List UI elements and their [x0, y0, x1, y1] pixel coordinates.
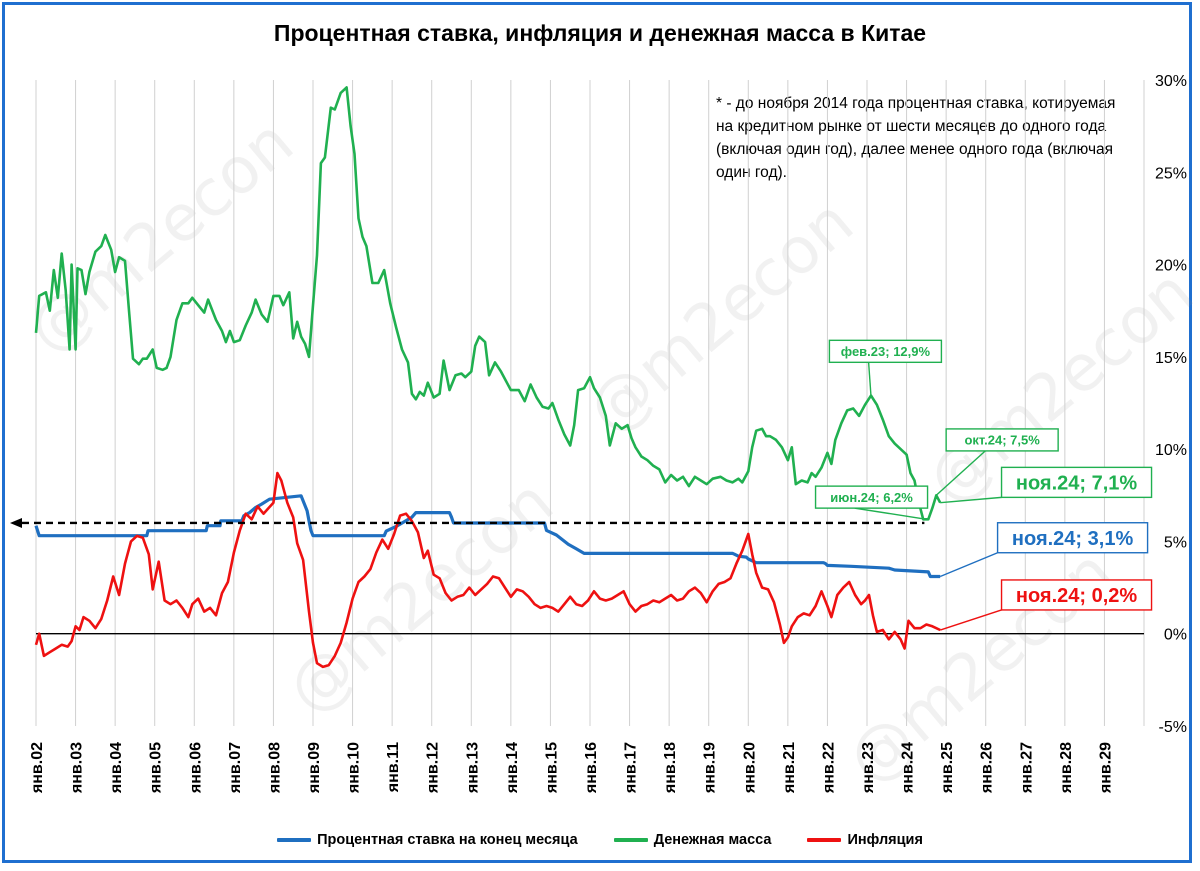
annotation-leader	[940, 496, 1002, 504]
x-tick-label: янв.06	[187, 742, 204, 794]
annotation-box	[814, 485, 929, 509]
series-line-rate	[34, 494, 941, 579]
legend-label-money: Денежная масса	[653, 832, 772, 848]
annotation-label: ноя.24; 7,1%	[1016, 473, 1138, 495]
annotation-box	[945, 428, 1059, 452]
x-tick-label: янв.20	[741, 742, 758, 794]
y-tick-label: 5%	[1164, 534, 1187, 551]
y-tick-label: 20%	[1155, 258, 1187, 275]
annotation-leader	[854, 507, 927, 520]
annotation-label: окт.24; 7,5%	[964, 433, 1040, 448]
x-tick-label: янв.10	[346, 742, 363, 794]
y-tick-label: 0%	[1164, 627, 1187, 644]
reference-line-arrow	[10, 517, 22, 528]
x-tick-label: янв.04	[108, 742, 125, 794]
legend-label-rate: Процентная ставка на конец месяца	[317, 832, 578, 848]
x-tick-label: янв.16	[583, 742, 600, 794]
x-tick-label: янв.09	[306, 742, 323, 794]
annotation-box	[996, 522, 1149, 554]
annotation-box	[1000, 466, 1153, 499]
x-tick-label: янв.25	[939, 742, 956, 794]
x-tick-label: янв.17	[623, 742, 640, 794]
x-tick-label: янв.15	[543, 742, 560, 794]
annotation-leader	[935, 450, 986, 496]
y-tick-label: 30%	[1155, 73, 1187, 90]
legend-label-inflation: Инфляция	[847, 832, 923, 848]
x-tick-label: янв.03	[69, 742, 86, 794]
x-tick-label: янв.07	[227, 742, 244, 794]
annotation-box	[828, 339, 943, 364]
x-tick-label: янв.27	[1018, 742, 1035, 794]
legend-swatch-money	[613, 838, 648, 842]
x-tick-label: янв.08	[266, 742, 283, 794]
annotation-box	[1000, 579, 1153, 611]
x-tick-label: янв.18	[662, 742, 679, 794]
x-tick-label: янв.11	[385, 742, 402, 793]
legend-swatch-rate	[277, 838, 312, 842]
annotation-label: ноя.24; 0,2%	[1016, 585, 1138, 607]
note-line-2: на кредитном рынке от шести месяцев до о…	[716, 118, 1107, 135]
x-tick-label: янв.26	[979, 742, 996, 794]
annotation-leader	[867, 362, 872, 396]
legend-item-rate: Процентная ставка на конец месяца	[277, 832, 578, 848]
note-line-3: (включая один год), далее менее одного г…	[716, 141, 1114, 158]
x-tick-label: янв.12	[425, 742, 442, 794]
annotation-label: июн.24; 6,2%	[830, 490, 913, 505]
x-tick-label: янв.23	[860, 742, 877, 794]
legend: Процентная ставка на конец месяца Денежн…	[0, 832, 1200, 848]
x-tick-label: янв.21	[781, 742, 798, 794]
y-tick-label: -5%	[1159, 719, 1187, 736]
y-tick-label: 15%	[1155, 350, 1187, 367]
x-tick-label: янв.29	[1097, 742, 1114, 794]
annotation-leader	[939, 609, 1002, 631]
x-tick-label: янв.24	[900, 742, 917, 794]
chart-title: Процентная ставка, инфляция и денежная м…	[273, 20, 927, 46]
series-line-money	[34, 86, 942, 521]
note-line-4: один год).	[716, 164, 787, 181]
annotation-label: фев.23; 12,9%	[841, 344, 931, 359]
x-tick-label: янв.19	[702, 742, 719, 794]
x-tick-label: янв.02	[29, 742, 46, 794]
note-line-1: * - до ноября 2014 года процентная ставк…	[716, 95, 1116, 112]
chart-note: * - до ноября 2014 года процентная ставк…	[716, 92, 1186, 184]
legend-swatch-inflation	[807, 838, 842, 842]
x-tick-label: янв.14	[504, 742, 521, 794]
legend-item-money: Денежная масса	[613, 832, 772, 848]
y-tick-label: 25%	[1155, 165, 1187, 182]
x-tick-label: янв.13	[464, 742, 481, 794]
y-tick-label: 10%	[1155, 442, 1187, 459]
annotation-leader	[939, 552, 998, 578]
annotation-label: ноя.24; 3,1%	[1012, 528, 1134, 550]
legend-item-inflation: Инфляция	[807, 832, 923, 848]
x-tick-label: янв.28	[1058, 742, 1075, 794]
x-tick-label: янв.05	[148, 742, 165, 794]
x-tick-label: янв.22	[820, 742, 837, 794]
series-line-inflation	[34, 471, 941, 669]
